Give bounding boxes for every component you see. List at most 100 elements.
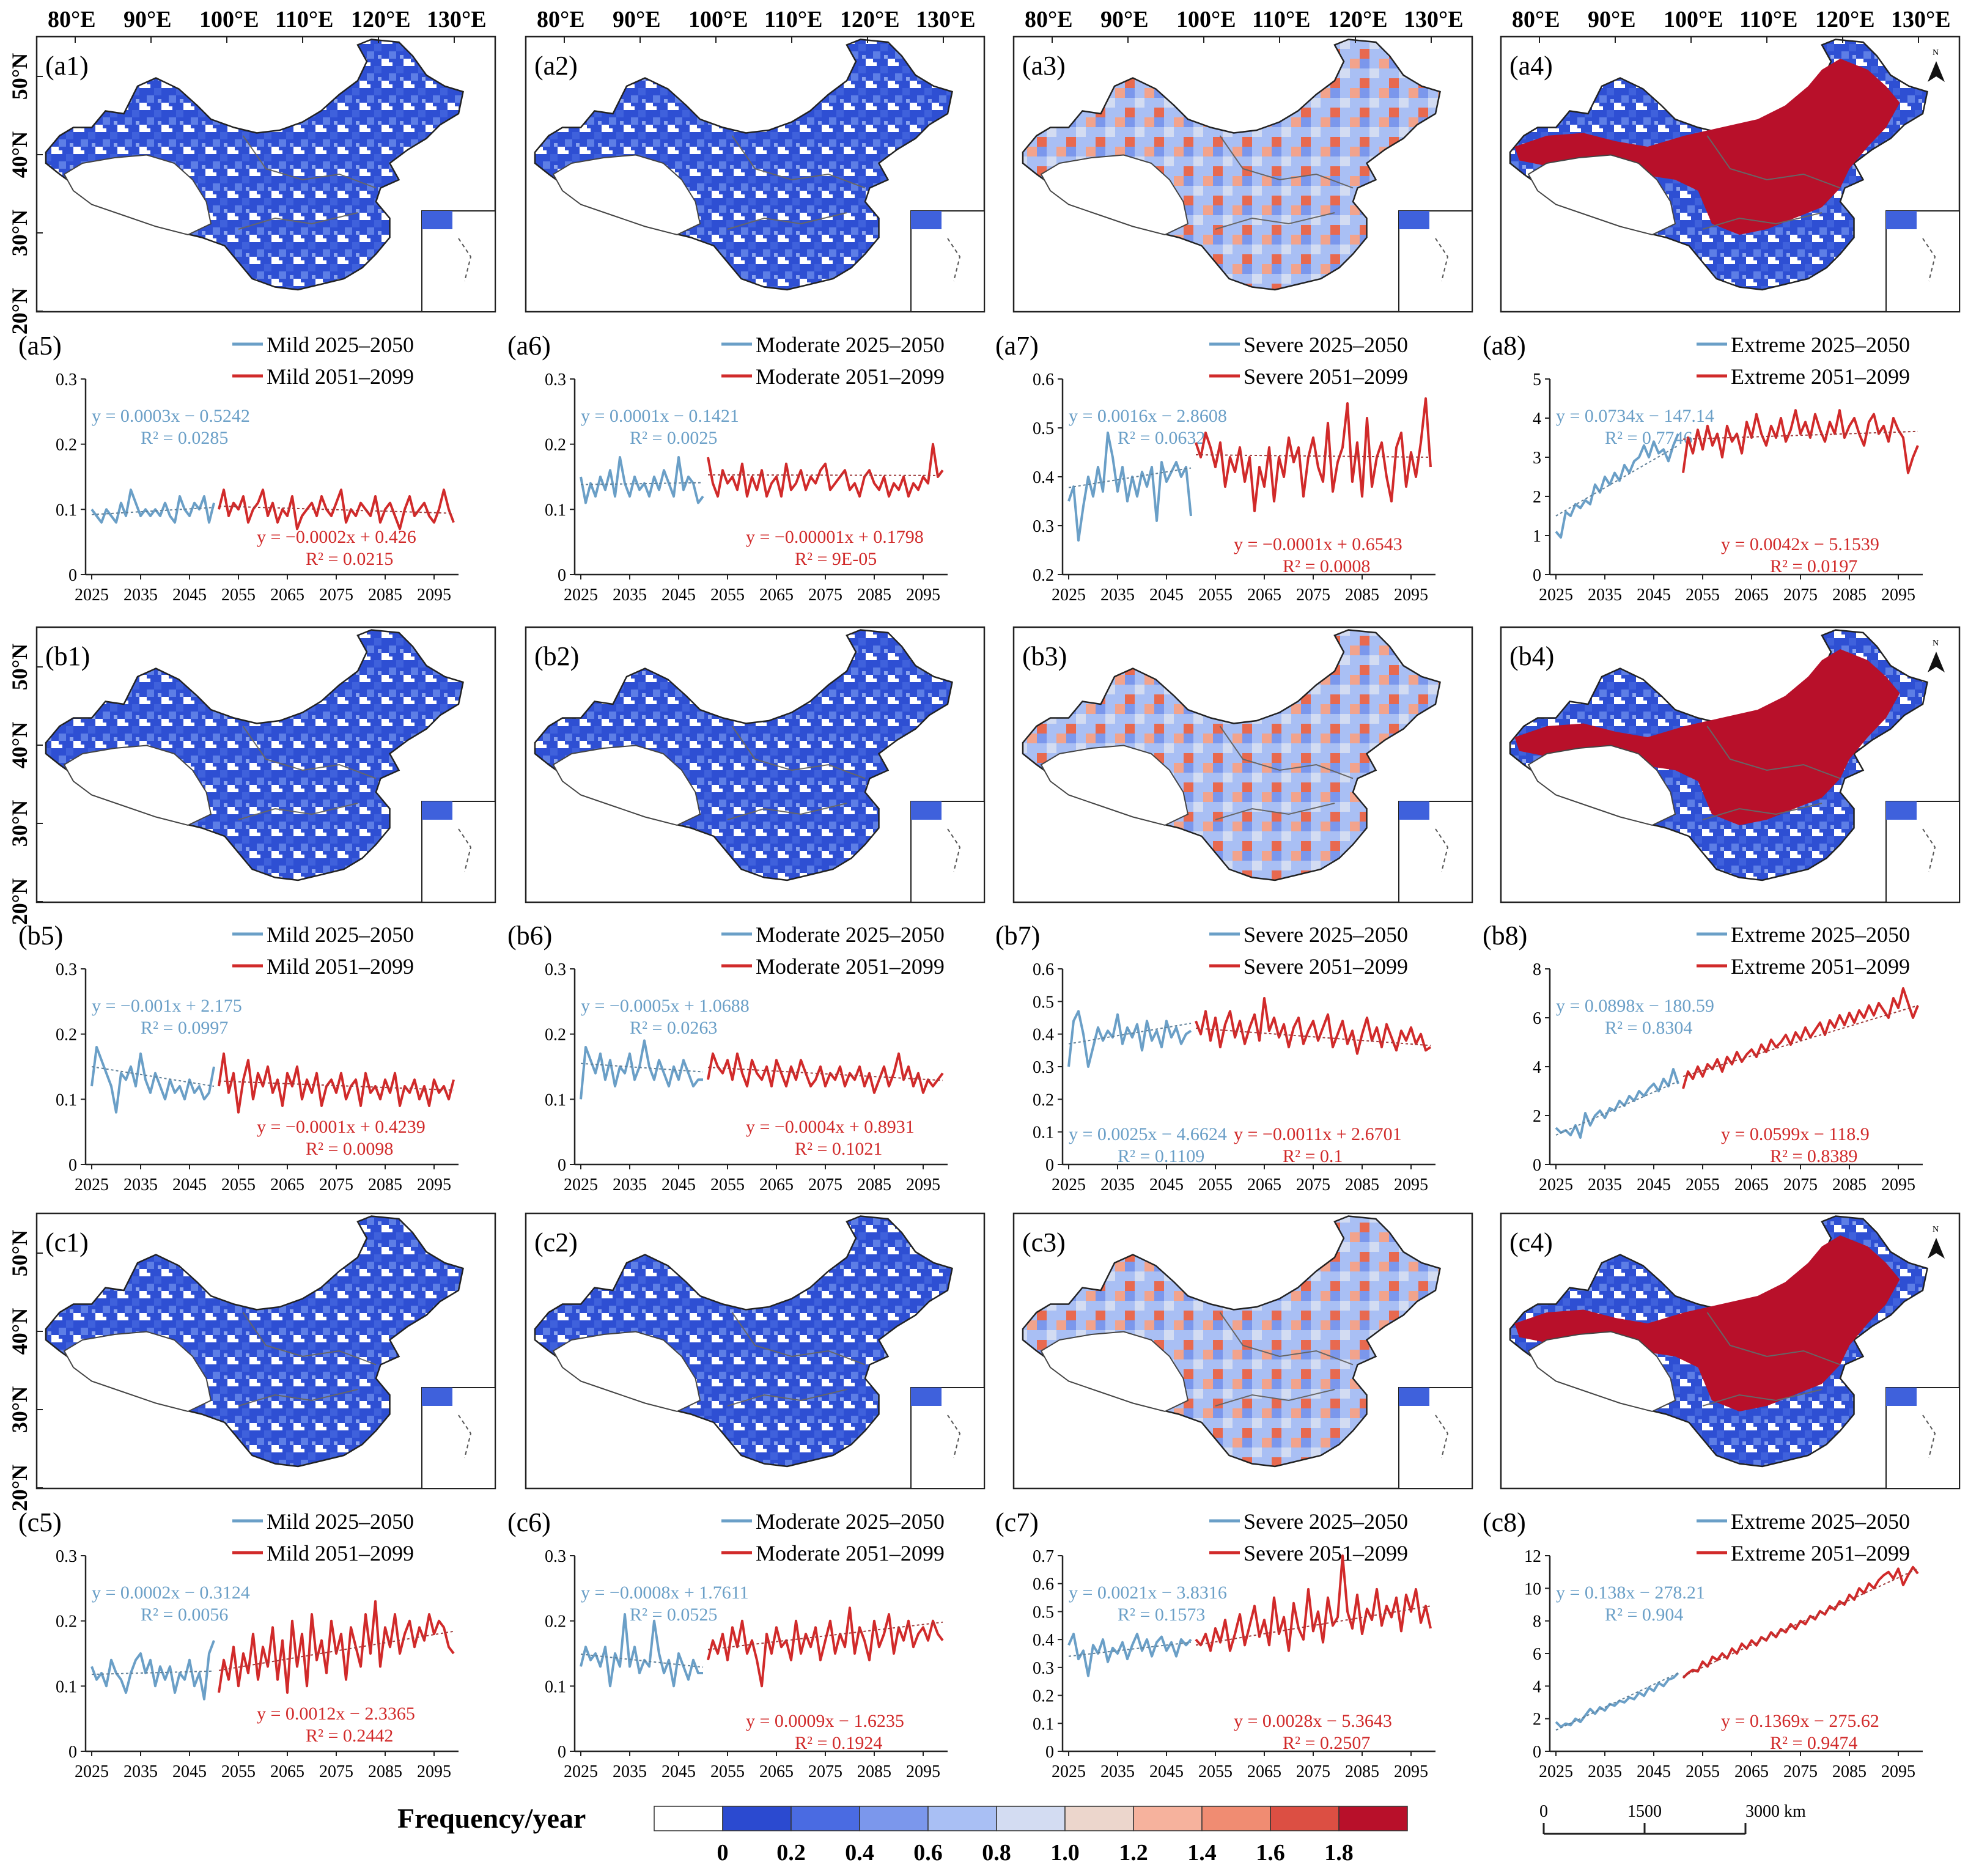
- map-panel: (a2): [525, 35, 986, 313]
- y-tick-label: 0: [1533, 566, 1541, 585]
- inset-dashline: [947, 238, 961, 282]
- legend-entry: Mild 2051–2099: [267, 954, 414, 979]
- y-tick-label: 0.1: [545, 1091, 566, 1109]
- north-arrow-icon: [1928, 652, 1945, 672]
- legend-entry: Moderate 2051–2099: [756, 954, 945, 979]
- colorbar-swatch: [927, 1806, 997, 1831]
- fit-r2: R² = 0.8389: [1770, 1146, 1857, 1166]
- legend-entry: Moderate 2051–2099: [756, 1541, 945, 1565]
- x-tick-label: 2075: [1783, 1762, 1818, 1781]
- x-tick-label: 2065: [1734, 1175, 1769, 1194]
- trend-charts: (a5) Mild 2025–2050 Mild 2051–2099 0 0.1 0.2 0…: [18, 331, 1923, 1781]
- lon-tick-label: 90°E: [123, 7, 172, 32]
- legend-entry: Extreme 2025–2050: [1731, 333, 1910, 357]
- legend-entry: Extreme 2051–2099: [1731, 954, 1910, 979]
- x-tick-label: 2055: [1686, 1762, 1720, 1781]
- x-tick-label: 2035: [1588, 1175, 1622, 1194]
- x-tick-label: 2085: [857, 1762, 891, 1781]
- plateau-region: [1040, 745, 1189, 826]
- y-tick-label: 0.3: [56, 960, 77, 979]
- fit-equation: y = −0.00001x + 0.1798: [746, 527, 924, 547]
- fit-equation: y = 0.0025x − 4.6624: [1069, 1124, 1227, 1144]
- x-tick-label: 2095: [1881, 1175, 1915, 1194]
- y-tick-label: 2: [1533, 488, 1541, 507]
- series-line: [1682, 987, 1919, 1089]
- y-tick-label: 2: [1533, 1107, 1541, 1126]
- province-line: [242, 135, 377, 189]
- legend-entry: Moderate 2025–2050: [756, 1509, 945, 1534]
- plateau-region: [1040, 154, 1189, 236]
- inset-coast: [1886, 801, 1917, 820]
- trend-fit-line: [707, 1067, 943, 1081]
- lat-tick-label: 40°N: [7, 722, 32, 768]
- y-tick-label: 0: [68, 1743, 77, 1762]
- y-tick-label: 0.4: [1033, 1026, 1054, 1045]
- x-tick-label: 2045: [1149, 1175, 1184, 1194]
- lat-tick-label: 30°N: [7, 800, 32, 847]
- x-tick-label: 2035: [1100, 586, 1135, 605]
- province-line: [238, 1389, 358, 1407]
- fit-r2: R² = 0.1924: [795, 1733, 882, 1753]
- x-tick-label: 2085: [857, 1175, 891, 1194]
- x-tick-label: 2065: [1734, 586, 1769, 605]
- inset-dashline: [1435, 1414, 1449, 1458]
- x-tick-label: 2025: [564, 1762, 598, 1781]
- chart-panel-label: (c8): [1483, 1507, 1526, 1537]
- lon-tick-label: 130°E: [916, 7, 976, 32]
- north-label: N: [1933, 639, 1939, 648]
- series-line: [1555, 433, 1679, 539]
- x-tick-label: 2085: [1345, 1762, 1379, 1781]
- x-tick-label: 2085: [1345, 586, 1379, 605]
- lon-tick-label: 120°E: [1815, 7, 1875, 32]
- trend-chart: (c6) Moderate 2025–2050 Moderate 2051–2099…: [507, 1507, 948, 1781]
- series-line: [218, 1600, 455, 1694]
- trend-chart: (a6) Moderate 2025–2050 Moderate 2051–2099…: [507, 331, 948, 605]
- x-tick-label: 2075: [1296, 586, 1330, 605]
- china-outline: [534, 629, 953, 881]
- colorbar-label: 0.6: [913, 1840, 943, 1866]
- inset-dashline: [1435, 238, 1449, 282]
- chart-panel-label: (a8): [1483, 331, 1526, 361]
- y-tick-label: 0.5: [1033, 993, 1054, 1012]
- china-outline: [45, 39, 464, 291]
- chart-panel-label: (a5): [18, 331, 62, 361]
- series-line: [1195, 1554, 1432, 1652]
- x-tick-label: 2035: [1100, 1762, 1135, 1781]
- lon-tick-label: 100°E: [1176, 7, 1236, 32]
- province-line: [1702, 1389, 1822, 1407]
- fit-r2: R² = 0.0098: [306, 1139, 393, 1159]
- inset-dashline: [947, 1414, 961, 1458]
- north-label: N: [1933, 1225, 1939, 1234]
- x-tick-label: 2055: [710, 586, 745, 605]
- map-panel: (b4) N: [1500, 626, 1961, 903]
- x-tick-label: 2025: [564, 1175, 598, 1194]
- scale-bar-label: 0: [1539, 1802, 1548, 1821]
- trend-fit-line: [1068, 1023, 1192, 1045]
- map-panel: (b1): [35, 626, 496, 903]
- y-tick-label: 0.3: [545, 370, 566, 389]
- x-tick-label: 2095: [417, 586, 451, 605]
- plateau-region: [1527, 154, 1676, 236]
- fit-equation: y = −0.0008x + 1.7611: [581, 1583, 749, 1603]
- x-tick-label: 2095: [1394, 586, 1428, 605]
- fit-equation: y = −0.001x + 2.175: [92, 996, 242, 1016]
- province-line: [1706, 135, 1841, 189]
- x-tick-label: 2055: [221, 1762, 256, 1781]
- x-tick-label: 2025: [75, 586, 109, 605]
- province-line: [238, 803, 358, 820]
- trend-chart: (b6) Moderate 2025–2050 Moderate 2051–2099…: [507, 921, 948, 1194]
- fit-equation: y = 0.0021x − 3.8316: [1069, 1583, 1227, 1603]
- x-tick-label: 2095: [1394, 1175, 1428, 1194]
- series-line: [707, 443, 944, 498]
- fit-r2: R² = 0.0197: [1770, 556, 1857, 576]
- chart-panel-label: (b6): [507, 921, 552, 951]
- x-tick-label: 2075: [1783, 1175, 1818, 1194]
- chart-panel-label: (c7): [995, 1507, 1039, 1537]
- y-tick-label: 0: [68, 566, 77, 585]
- colorbar-swatch: [722, 1806, 792, 1831]
- map-panel-label: (a4): [1509, 51, 1553, 81]
- map-panel-label: (c2): [534, 1227, 578, 1257]
- fit-equation: y = −0.0011x + 2.6701: [1234, 1124, 1402, 1144]
- province-line: [727, 803, 847, 820]
- trend-fit-line: [1555, 444, 1679, 517]
